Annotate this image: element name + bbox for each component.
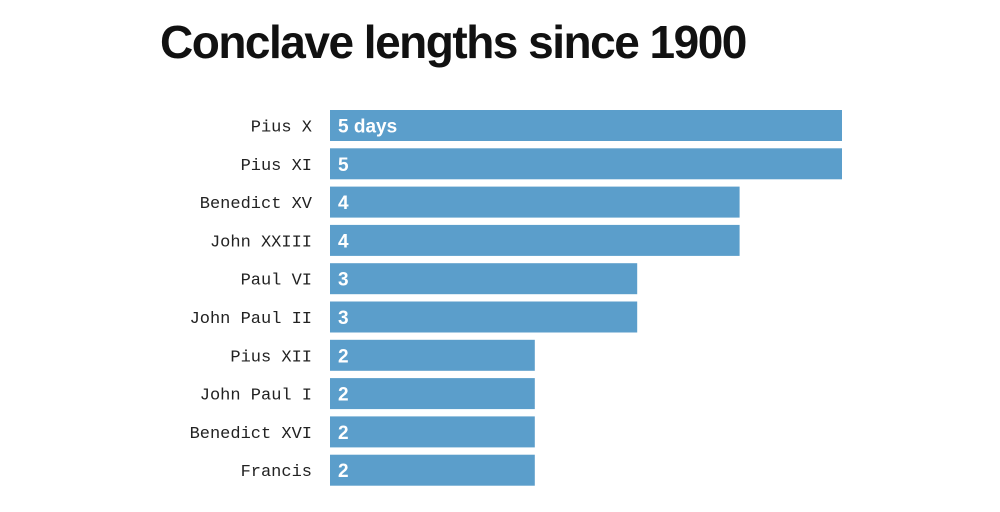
bar	[330, 148, 842, 180]
value-label: 2	[338, 461, 349, 482]
bar	[330, 263, 638, 295]
bar	[330, 454, 535, 486]
bar	[330, 416, 535, 448]
value-label: 2	[338, 385, 349, 406]
bar	[330, 110, 842, 141]
category-label: Pius X	[251, 119, 312, 138]
bar	[330, 301, 638, 333]
value-label: 5 days	[338, 117, 397, 138]
value-label: 4	[338, 231, 349, 252]
category-label: John Paul I	[200, 387, 312, 406]
category-label: John XXIII	[210, 233, 312, 252]
chart-title: Conclave lengths since 1900	[160, 16, 747, 68]
category-label: Paul VI	[241, 272, 312, 291]
value-label: 4	[338, 193, 349, 214]
category-label: Benedict XV	[200, 195, 313, 214]
category-label: Pius XII	[230, 348, 312, 367]
bar	[330, 186, 740, 218]
category-label: Francis	[241, 463, 312, 482]
category-label: John Paul II	[190, 310, 312, 329]
category-label: Pius XI	[241, 157, 312, 176]
bar	[330, 378, 535, 410]
bar	[330, 339, 535, 371]
value-label: 5	[338, 155, 349, 176]
value-label: 2	[338, 346, 349, 367]
category-label: Benedict XVI	[190, 425, 312, 444]
value-label: 3	[338, 270, 349, 291]
value-label: 3	[338, 308, 349, 329]
bar	[330, 224, 740, 256]
value-label: 2	[338, 423, 349, 444]
